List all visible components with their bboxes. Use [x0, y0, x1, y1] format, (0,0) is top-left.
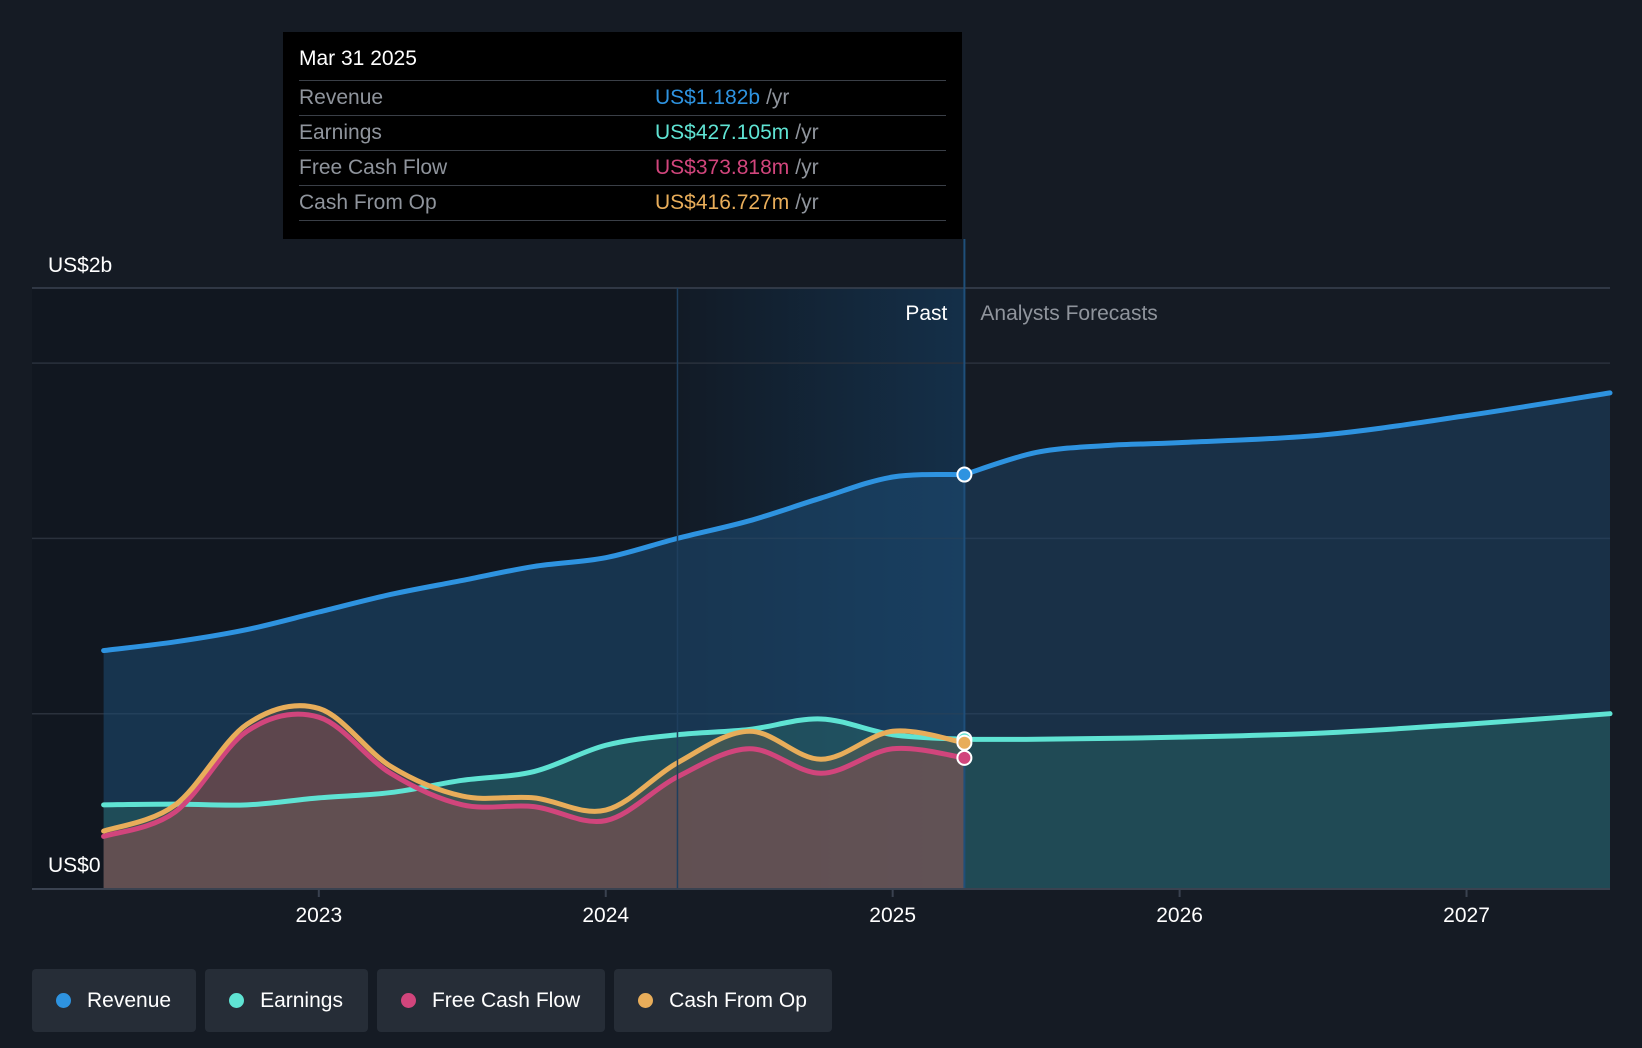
tooltip-value: US$416.727m: [655, 191, 790, 214]
legend-label: Revenue: [87, 988, 172, 1012]
tooltip-label: Cash From Op: [299, 191, 437, 214]
tooltip-row-free-cash-flow: Free Cash Flow US$373.818m /yr: [299, 151, 946, 186]
tooltip-value: US$1.182b: [655, 86, 761, 109]
revenue-forecast-line: [961, 390, 1613, 478]
earnings-forecast-area: [964, 713, 1610, 889]
tooltip-row-cash-from-op: Cash From Op US$416.727m /yr: [299, 186, 946, 221]
legend-item-cash-from-op[interactable]: Cash From Op: [614, 969, 832, 1032]
cash-from-op-past-line: [101, 703, 967, 834]
y-axis-min-label: US$0: [48, 854, 101, 877]
legend-item-earnings[interactable]: Earnings: [205, 969, 368, 1032]
tooltip: Mar 31 2025 Revenue US$1.182b /yr Earnin…: [283, 32, 962, 239]
y-axis-max-label: US$2b: [48, 254, 112, 277]
free-cash-flow-marker: [956, 749, 973, 766]
past-label: Past: [905, 302, 947, 325]
free-cash-flow-past-area: [103, 714, 965, 889]
earnings-past-line: [101, 716, 967, 808]
legend: Revenue Earnings Free Cash Flow Cash Fro…: [32, 969, 832, 1032]
series-lines: [101, 390, 1613, 839]
revenue-marker: [956, 466, 973, 483]
tooltip-value: US$427.105m: [655, 121, 790, 144]
x-axis-ticks: 2023 2024 2025 2026 2027: [295, 889, 1490, 927]
revenue-forecast-area: [964, 392, 1610, 889]
tooltip-row-earnings: Earnings US$427.105m /yr: [299, 116, 946, 151]
revenue-past-area: [103, 474, 965, 889]
tooltip-unit: /yr: [766, 86, 790, 109]
x-tick-label: 2023: [295, 904, 342, 927]
tooltip-unit: /yr: [795, 156, 819, 179]
legend-label: Cash From Op: [669, 988, 807, 1012]
legend-dot-icon: [229, 993, 245, 1008]
series-areas: [103, 392, 1610, 889]
legend-dot-icon: [400, 993, 416, 1008]
series-markers: [956, 466, 973, 766]
free-cash-flow-past-line: [101, 711, 967, 839]
cash-from-op-marker: [956, 734, 973, 751]
legend-item-free-cash-flow[interactable]: Free Cash Flow: [376, 969, 606, 1032]
x-tick-label: 2025: [869, 904, 916, 927]
earnings-forecast-line: [961, 711, 1613, 742]
legend-label: Free Cash Flow: [431, 988, 581, 1012]
forecast-label: Analysts Forecasts: [980, 302, 1157, 325]
legend-dot-icon: [638, 993, 654, 1008]
legend-label: Earnings: [260, 988, 343, 1012]
x-tick-label: 2024: [582, 904, 629, 927]
x-tick-label: 2026: [1156, 904, 1203, 927]
tooltip-date: Mar 31 2025: [299, 44, 946, 81]
earnings-past-area: [103, 718, 965, 889]
tooltip-label: Free Cash Flow: [299, 156, 448, 179]
legend-item-revenue[interactable]: Revenue: [32, 969, 197, 1032]
tooltip-value: US$373.818m: [655, 156, 790, 179]
x-tick-label: 2027: [1443, 904, 1490, 927]
cash-from-op-past-area: [103, 705, 965, 889]
legend-dot-icon: [56, 993, 71, 1008]
tooltip-label: Revenue: [299, 86, 384, 109]
tooltip-row-revenue: Revenue US$1.182b /yr: [299, 81, 946, 116]
tooltip-label: Earnings: [299, 121, 382, 144]
tooltip-unit: /yr: [795, 121, 819, 144]
revenue-past-line: [101, 471, 967, 654]
tooltip-unit: /yr: [795, 191, 819, 214]
